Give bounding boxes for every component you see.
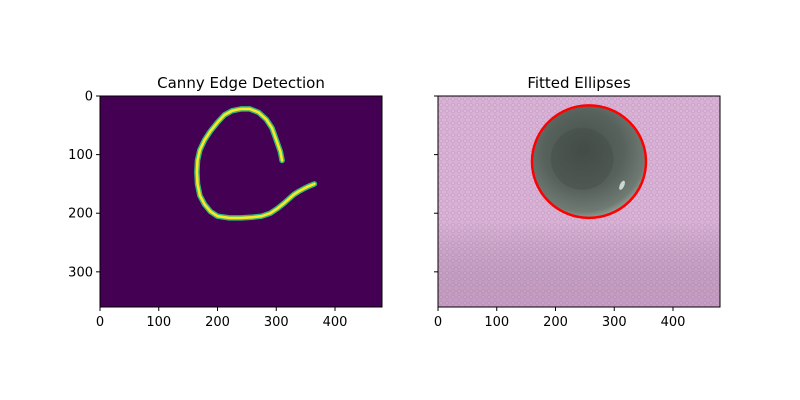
edge-image-background [100, 96, 382, 307]
x-tick-label: 0 [434, 315, 442, 330]
panel-title: Fitted Ellipses [527, 74, 631, 92]
x-tick-label: 400 [661, 315, 686, 330]
y-tick-label: 300 [68, 265, 93, 280]
x-tick-label: 100 [484, 315, 509, 330]
bowl-highlight [619, 180, 625, 190]
x-tick-label: 200 [543, 315, 568, 330]
x-tick-label: 200 [205, 315, 230, 330]
fitted-ellipse [530, 104, 648, 220]
bowl [533, 106, 645, 217]
panel-title: Canny Edge Detection [157, 74, 325, 92]
axis-ticks: 0 100 200 300 400 [434, 95, 686, 330]
x-tick-label: 400 [323, 315, 348, 330]
bowl-inner [550, 127, 614, 190]
axes-frame [99, 95, 383, 308]
axis-ticks: 0 100 200 300 400 0 100 200 300 [68, 90, 347, 331]
y-tick-label: 0 [85, 90, 93, 105]
x-tick-label: 300 [602, 315, 627, 330]
x-tick-label: 100 [146, 315, 171, 330]
y-tick-label: 200 [68, 207, 93, 222]
edge-outline [195, 107, 316, 220]
y-tick-label: 100 [68, 148, 93, 163]
x-tick-label: 0 [96, 315, 104, 330]
panel-canny: Canny Edge Detection 0 100 200 300 400 0 100 20… [68, 74, 383, 331]
x-tick-label: 300 [264, 315, 289, 330]
axes-frame [437, 95, 721, 308]
panel-fitted: Fitted Ellipses 0 100 200 300 400 [434, 74, 721, 330]
